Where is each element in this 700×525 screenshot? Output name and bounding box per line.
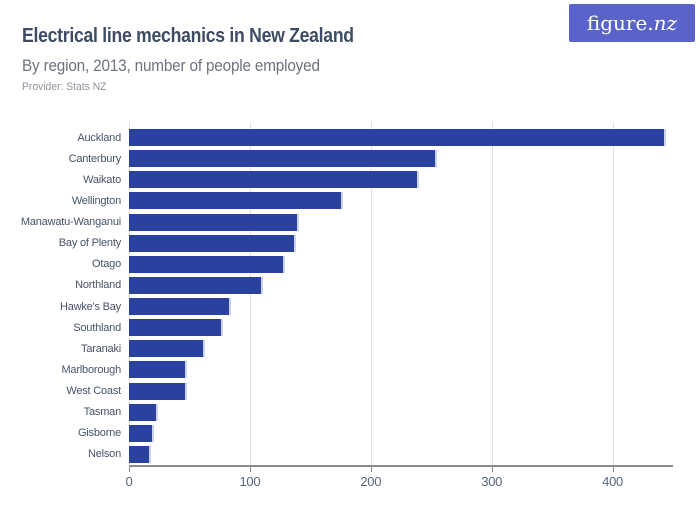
bar-row — [129, 190, 673, 211]
bars — [129, 127, 673, 465]
y-label: Marlborough — [61, 363, 121, 376]
axis-tick — [249, 465, 251, 472]
bar[interactable] — [129, 255, 285, 273]
bar-row — [129, 359, 673, 380]
gridline — [612, 122, 614, 465]
axis-tick — [129, 465, 130, 472]
axis-tick-label: 200 — [360, 474, 382, 489]
bar[interactable] — [129, 129, 666, 146]
y-label: Wellington — [71, 194, 121, 207]
bar[interactable] — [129, 403, 158, 421]
bar-row — [129, 423, 673, 444]
provider-label: Provider: — [22, 81, 64, 93]
y-label: Otago — [92, 258, 121, 271]
bar-row — [129, 317, 673, 338]
bar-row — [129, 254, 673, 275]
chart-title: Electrical line mechanics in New Zealand — [22, 25, 354, 47]
bar[interactable] — [129, 361, 188, 379]
bar-row — [129, 296, 673, 317]
bar-row — [129, 148, 673, 169]
y-label: Nelson — [87, 448, 121, 461]
bar[interactable] — [129, 234, 296, 252]
axis-tick — [612, 465, 614, 472]
y-label: Manawatu-Wanganui — [20, 216, 121, 229]
axis-tick-label: 0 — [125, 474, 133, 489]
axis-tick-label: 100 — [239, 474, 261, 489]
gridline — [370, 122, 372, 465]
bar[interactable] — [129, 213, 300, 231]
logo-text-suffix: nz — [653, 11, 678, 35]
bar[interactable] — [129, 298, 231, 315]
y-label: Gisborne — [77, 427, 121, 440]
bar-row — [129, 275, 673, 296]
y-label: Tasman — [83, 406, 122, 419]
bar[interactable] — [129, 150, 438, 168]
gridline — [491, 122, 493, 465]
plot-area: 0 100 200 300 400 — [126, 122, 673, 489]
bar[interactable] — [129, 424, 155, 442]
bar-row — [129, 127, 673, 148]
y-label: Canterbury — [68, 152, 122, 165]
bar-row — [129, 338, 673, 359]
chart-provider: Provider: Stats NZ — [22, 81, 106, 93]
bar[interactable] — [129, 192, 343, 210]
y-label: Bay of Plenty — [58, 237, 121, 250]
y-label: Northland — [75, 279, 121, 292]
provider-value: Stats NZ — [66, 81, 107, 93]
bar[interactable] — [129, 445, 151, 463]
y-label: Waikato — [83, 173, 121, 186]
axis-tick-label: 400 — [602, 474, 623, 489]
figurenz-logo[interactable]: figure. nz — [569, 4, 695, 42]
bar-row — [129, 402, 673, 423]
bar[interactable] — [129, 276, 264, 294]
y-label: Taranaki — [81, 342, 121, 355]
bar[interactable] — [129, 340, 206, 358]
bar[interactable] — [129, 319, 224, 337]
bar-row — [129, 169, 673, 190]
bar[interactable] — [129, 171, 420, 189]
logo-text-prefix: figure. — [586, 11, 654, 35]
axis-tick — [491, 465, 493, 472]
y-label: Auckland — [77, 131, 121, 144]
bar-row — [129, 212, 673, 233]
bar[interactable] — [129, 382, 188, 400]
y-label: Southland — [73, 321, 121, 334]
y-labels: Auckland Canterbury Waikato Wellington Manaw… — [0, 127, 121, 465]
y-label: Hawke's Bay — [59, 300, 121, 313]
bar-row — [129, 233, 673, 254]
y-label: West Coast — [66, 385, 121, 398]
axis-tick-label: 300 — [481, 474, 503, 489]
chart-subtitle: By region, 2013, number of people employ… — [22, 56, 320, 75]
bar-row — [129, 444, 673, 465]
x-axis-line — [129, 465, 673, 467]
bar-row — [129, 381, 673, 402]
axis-tick — [370, 465, 372, 472]
